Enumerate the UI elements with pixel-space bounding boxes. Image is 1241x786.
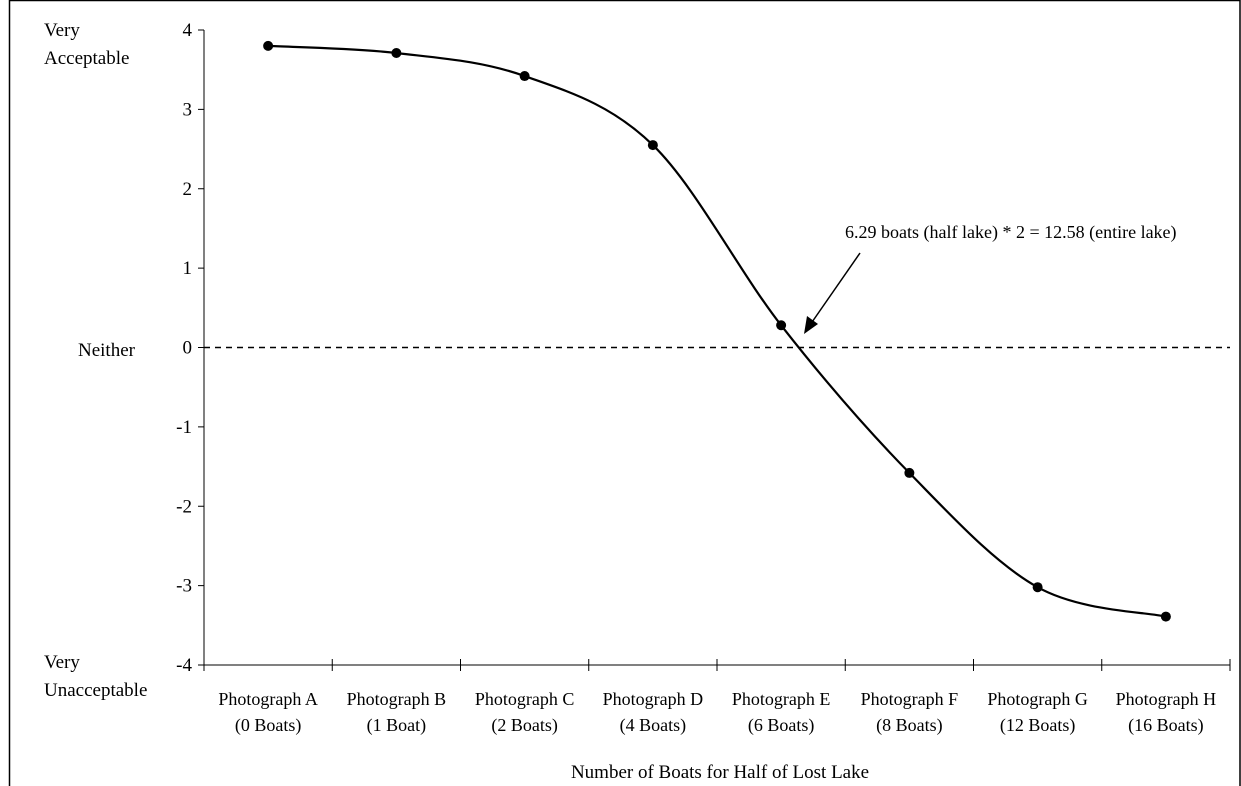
x-tick-label: (8 Boats) xyxy=(876,715,943,736)
x-tick-label: (4 Boats) xyxy=(620,715,687,736)
data-point xyxy=(647,140,658,151)
annotation: 6.29 boats (half lake) * 2 = 12.58 (enti… xyxy=(804,222,1177,334)
y-tick-label: 4 xyxy=(183,20,193,41)
y-anchor-bottom-line2: Unacceptable xyxy=(44,680,147,701)
x-tick-label: Photograph D xyxy=(603,689,704,709)
data-point xyxy=(904,467,915,478)
x-tick-label: (1 Boat) xyxy=(367,715,426,736)
x-tick-label: (12 Boats) xyxy=(1000,715,1076,736)
data-point xyxy=(1032,582,1043,593)
annotation-arrowhead xyxy=(804,316,818,334)
y-tick-label: 2 xyxy=(183,179,193,200)
x-tick-label: (16 Boats) xyxy=(1128,715,1204,736)
data-point xyxy=(519,71,530,82)
x-tick-label: (0 Boats) xyxy=(235,715,302,736)
y-anchor-top-line1: Very xyxy=(44,20,80,41)
data-points xyxy=(263,40,1171,622)
x-axis-title: Number of Boats for Half of Lost Lake xyxy=(571,762,869,783)
x-tick-label: Photograph B xyxy=(347,689,447,709)
x-tick-label: Photograph C xyxy=(475,689,575,709)
x-tick-label: (2 Boats) xyxy=(491,715,558,736)
x-ticks xyxy=(203,659,1231,671)
y-tick-label: -2 xyxy=(176,496,192,517)
data-point xyxy=(391,48,402,59)
y-anchor-labels: Very Acceptable Neither Very Unacceptabl… xyxy=(44,20,147,701)
y-tick-label: -4 xyxy=(176,655,192,676)
y-tick-label: -3 xyxy=(176,576,192,597)
x-tick-label: Photograph H xyxy=(1116,689,1217,709)
y-tick-label: 1 xyxy=(183,258,193,279)
y-tick-label: 3 xyxy=(183,99,193,120)
x-tick-label: Photograph F xyxy=(861,689,959,709)
x-tick-label: Photograph E xyxy=(732,689,831,709)
annotation-arrow-shaft xyxy=(809,252,861,326)
series-line xyxy=(268,44,1167,618)
data-point xyxy=(263,40,274,51)
annotation-text: 6.29 boats (half lake) * 2 = 12.58 (enti… xyxy=(845,222,1177,243)
y-tick-label: 0 xyxy=(183,338,193,359)
x-tick-label: Photograph A xyxy=(218,689,318,709)
x-tick-labels: Photograph A (0 Boats) Photograph B (1 Boat… xyxy=(218,689,1216,736)
y-anchor-bottom-line1: Very xyxy=(44,652,80,673)
x-tick-label: Photograph G xyxy=(987,689,1088,709)
y-ticks: 4 3 2 1 0 -1 -2 -3 -4 xyxy=(176,20,204,676)
y-tick-label: -1 xyxy=(176,417,192,438)
x-tick-label: (6 Boats) xyxy=(748,715,815,736)
data-point xyxy=(776,320,787,331)
y-anchor-top-line2: Acceptable xyxy=(44,48,129,69)
y-anchor-middle: Neither xyxy=(78,340,136,361)
data-point xyxy=(1160,611,1171,622)
